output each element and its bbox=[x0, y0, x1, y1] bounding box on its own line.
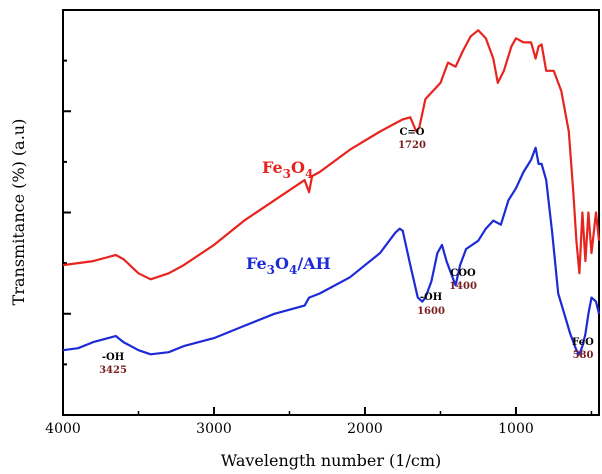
x-axis-title: Wavelength number (1/cm) bbox=[221, 451, 441, 470]
axis-ticks: 4000 3000 2000 1000 bbox=[45, 9, 593, 437]
peak-value: 3425 bbox=[99, 365, 127, 376]
series-line-fe3o4-ah bbox=[62, 146, 601, 356]
x-tick-label: 1000 bbox=[498, 421, 534, 437]
series-label-fe3o4: Fe3O4 bbox=[262, 158, 313, 181]
peak-label: C=O bbox=[399, 127, 424, 138]
plot-frame bbox=[62, 9, 600, 416]
peak-value: 1720 bbox=[398, 140, 426, 151]
peak-annotations: C=O 1720 COO 1400 -OH 1600 -OH 3425 FeO 580 bbox=[99, 127, 594, 376]
series-label-fe3o4-ah: Fe3O4/AH bbox=[246, 254, 331, 277]
peak-label: COO bbox=[450, 268, 476, 279]
y-axis-title: Transmitance (%) (a.u) bbox=[9, 119, 28, 306]
series-line-fe3o4 bbox=[62, 29, 601, 281]
peak-value: 1600 bbox=[417, 306, 445, 317]
peak-value: 1400 bbox=[449, 281, 477, 292]
peak-label: FeO bbox=[572, 337, 594, 348]
peak-label: -OH bbox=[420, 292, 442, 303]
peak-value: 580 bbox=[573, 350, 594, 361]
series-layer bbox=[62, 29, 601, 356]
x-tick-label: 4000 bbox=[45, 421, 81, 437]
x-tick-label: 3000 bbox=[196, 421, 232, 437]
peak-label: -OH bbox=[102, 352, 124, 363]
x-tick-label: 2000 bbox=[347, 421, 383, 437]
